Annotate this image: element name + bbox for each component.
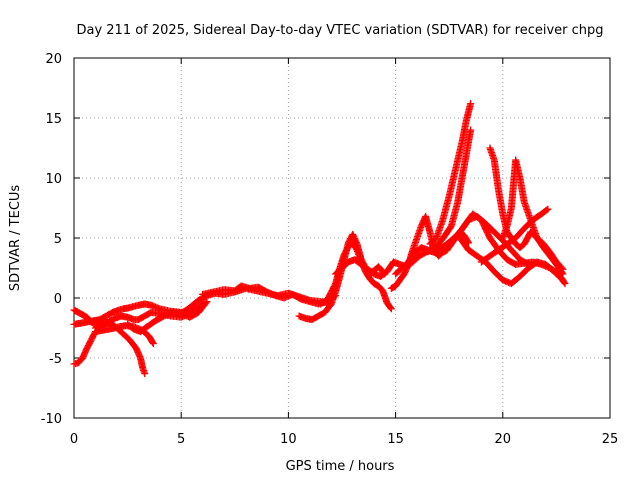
x-tick-label: 5 (177, 432, 185, 447)
series-track-10 (332, 126, 475, 280)
data-point (149, 340, 157, 348)
series-track-17 (499, 156, 567, 278)
y-tick-label: 5 (54, 232, 62, 247)
y-tick-label: 10 (45, 172, 62, 187)
series-track-5 (124, 298, 211, 336)
y-tick-label: 0 (54, 292, 62, 307)
data-series (70, 100, 569, 378)
data-point (559, 270, 567, 278)
data-point (560, 278, 568, 286)
data-point (387, 305, 395, 313)
x-tick-label: 25 (602, 432, 619, 447)
axis-tick-labels: 0 5 10 15 20 25 -10 -5 0 5 10 15 20 (41, 52, 619, 447)
x-tick-label: 10 (280, 432, 297, 447)
series-track-15 (434, 210, 569, 288)
data-point (561, 280, 569, 288)
data-point (141, 370, 149, 378)
y-tick-label: 15 (45, 112, 62, 127)
grid (74, 58, 610, 418)
data-point (544, 205, 552, 213)
chart-title: Day 211 of 2025, Sidereal Day-to-day VTE… (76, 23, 603, 38)
data-point (558, 269, 566, 277)
x-axis-label: GPS time / hours (286, 459, 395, 474)
y-axis-label: SDTVAR / TECUs (8, 185, 23, 292)
data-point (149, 338, 157, 346)
y-tick-label: 20 (45, 52, 62, 67)
series-track-18 (477, 205, 552, 266)
x-tick-label: 20 (495, 432, 512, 447)
data-point (202, 299, 210, 307)
data-point (543, 206, 551, 214)
y-tick-label: -10 (41, 412, 62, 427)
data-point (467, 100, 475, 108)
axis-ticks (73, 57, 611, 419)
x-tick-label: 15 (387, 432, 404, 447)
y-tick-label: -5 (49, 352, 62, 367)
x-tick-label: 0 (70, 432, 78, 447)
data-point (203, 298, 211, 306)
data-point (467, 126, 475, 134)
data-point (386, 304, 394, 312)
